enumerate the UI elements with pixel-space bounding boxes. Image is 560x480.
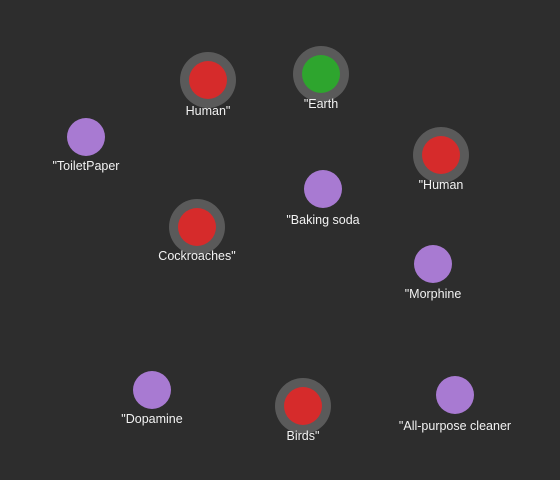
node-circle-icon[interactable] [304,170,342,208]
node-circle-icon[interactable] [67,118,105,156]
node-circle-icon[interactable] [302,55,340,93]
node-label: "Baking soda [286,213,360,227]
node-circle-icon[interactable] [436,376,474,414]
node-circle-icon[interactable] [133,371,171,409]
node-label: Cockroaches" [158,249,236,263]
node-label: Birds" [286,429,320,443]
node-label: "Human [418,178,464,192]
node-circle-icon[interactable] [414,245,452,283]
node-circle-icon[interactable] [284,387,322,425]
node-circle-icon[interactable] [189,61,227,99]
node-label: "Morphine [404,287,462,301]
node-circle-icon[interactable] [178,208,216,246]
node-label: "Dopamine [121,412,183,426]
node-label: "Earth [303,97,339,111]
node-label: "All-purpose cleaner [398,419,512,433]
node-label: "ToiletPaper [52,159,120,173]
node-label: Human" [185,104,231,118]
node-circle-icon[interactable] [422,136,460,174]
